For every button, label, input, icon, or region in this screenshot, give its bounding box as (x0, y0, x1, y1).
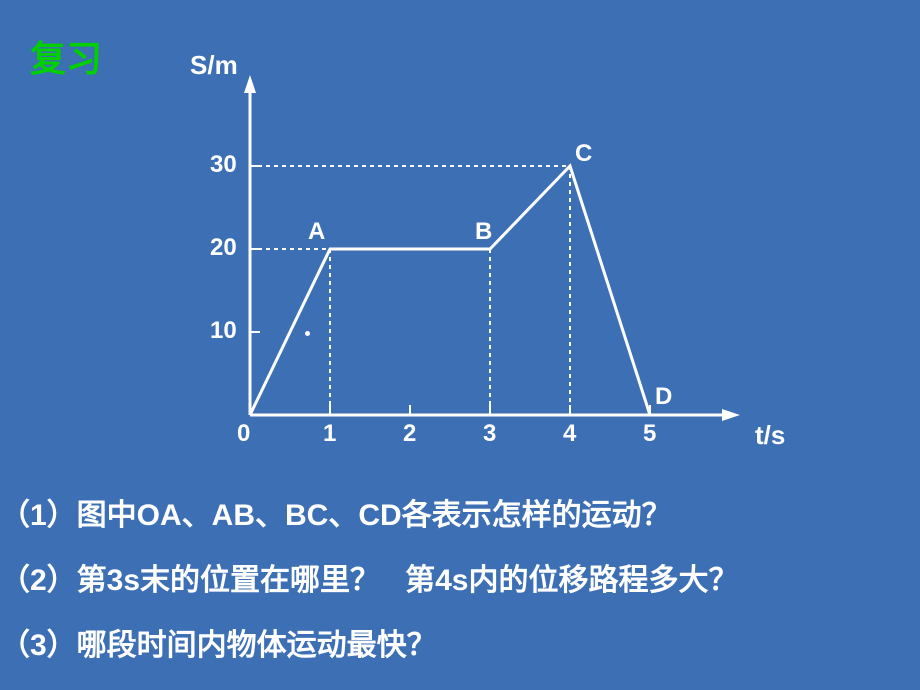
question-2-part1: （2）第3s末的位置在哪里？ (0, 564, 380, 597)
x-tick-label-3: 3 (483, 420, 496, 448)
x-tick-label-1: 1 (323, 420, 336, 448)
y-tick-label-20: 20 (210, 234, 237, 262)
x-tick-label-2: 2 (403, 420, 416, 448)
question-2: （2）第3s末的位置在哪里？ 第4s内的位移路程多大？ (0, 555, 738, 599)
x-tick-label-5: 5 (643, 420, 656, 448)
x-axis-arrow (722, 409, 740, 421)
y-axis-label: S/m (190, 50, 238, 81)
review-title: 复习 (30, 30, 102, 82)
x-axis-label: t/s (755, 420, 785, 451)
point-label-A: A (308, 218, 325, 246)
distance-time-chart: S/m t/s 10 20 30 0 1 2 3 4 5 A B C D (200, 55, 750, 465)
data-line (250, 166, 650, 415)
y-axis-arrow (244, 75, 256, 93)
point-label-D: D (655, 383, 672, 411)
center-dot (305, 331, 310, 336)
x-tick-label-0: 0 (237, 420, 250, 448)
question-3: （3）哪段时间内物体运动最快？ (0, 620, 437, 664)
x-tick-label-4: 4 (563, 420, 576, 448)
question-2-part2: 第4s内的位移路程多大？ (405, 564, 738, 597)
question-1: （1）图中OA、AB、BC、CD各表示怎样的运动？ (0, 490, 672, 534)
point-label-B: B (475, 218, 492, 246)
point-label-C: C (575, 140, 592, 168)
y-tick-label-10: 10 (210, 317, 237, 345)
y-tick-label-30: 30 (210, 151, 237, 179)
